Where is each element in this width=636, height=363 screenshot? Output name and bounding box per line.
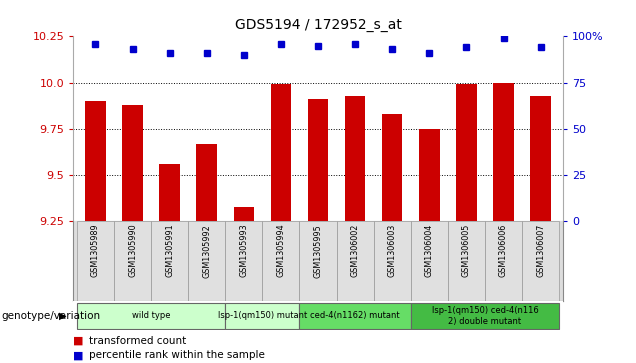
Text: GSM1305995: GSM1305995	[314, 224, 322, 278]
Bar	[114, 221, 151, 301]
Text: lsp-1(qm150) mutant: lsp-1(qm150) mutant	[218, 311, 307, 320]
Bar	[271, 85, 291, 221]
Title: GDS5194 / 172952_s_at: GDS5194 / 172952_s_at	[235, 19, 401, 33]
Bar	[419, 129, 439, 221]
Text: GSM1305990: GSM1305990	[128, 224, 137, 277]
Bar	[411, 221, 448, 301]
Text: ■: ■	[73, 336, 84, 346]
Bar	[411, 303, 559, 329]
Bar	[122, 105, 142, 221]
Bar	[160, 164, 180, 221]
Bar	[336, 221, 374, 301]
Text: GSM1306005: GSM1306005	[462, 224, 471, 277]
Bar	[308, 99, 328, 221]
Text: GSM1306003: GSM1306003	[388, 224, 397, 277]
Text: GSM1305991: GSM1305991	[165, 224, 174, 277]
Text: GSM1306006: GSM1306006	[499, 224, 508, 277]
Bar	[485, 221, 522, 301]
Text: genotype/variation: genotype/variation	[1, 311, 100, 321]
Text: transformed count: transformed count	[89, 336, 186, 346]
Text: ced-4(n1162) mutant: ced-4(n1162) mutant	[310, 311, 400, 320]
Text: GSM1306002: GSM1306002	[350, 224, 359, 277]
Bar	[85, 101, 106, 221]
Bar	[197, 144, 217, 221]
Bar	[77, 221, 114, 301]
Bar	[300, 221, 336, 301]
Bar	[233, 207, 254, 221]
Bar	[522, 221, 559, 301]
Bar	[77, 303, 225, 329]
Bar	[530, 95, 551, 221]
Bar	[345, 95, 365, 221]
Bar	[263, 221, 300, 301]
Text: GSM1306007: GSM1306007	[536, 224, 545, 277]
Bar	[188, 221, 225, 301]
Text: ▶: ▶	[59, 311, 67, 321]
Bar	[456, 85, 476, 221]
Text: GSM1306004: GSM1306004	[425, 224, 434, 277]
Text: wild type: wild type	[132, 311, 170, 320]
Bar	[225, 303, 300, 329]
Text: lsp-1(qm150) ced-4(n116
2) double mutant: lsp-1(qm150) ced-4(n116 2) double mutant	[432, 306, 538, 326]
Text: GSM1305989: GSM1305989	[91, 224, 100, 277]
Text: GSM1305993: GSM1305993	[239, 224, 248, 277]
Bar	[300, 303, 411, 329]
Text: GSM1305994: GSM1305994	[277, 224, 286, 277]
Bar	[151, 221, 188, 301]
Bar	[494, 83, 514, 221]
Bar	[382, 114, 403, 221]
Bar	[225, 221, 263, 301]
Bar	[374, 221, 411, 301]
Bar	[448, 221, 485, 301]
Text: GSM1305992: GSM1305992	[202, 224, 211, 278]
Text: percentile rank within the sample: percentile rank within the sample	[89, 350, 265, 360]
Text: ■: ■	[73, 350, 84, 360]
